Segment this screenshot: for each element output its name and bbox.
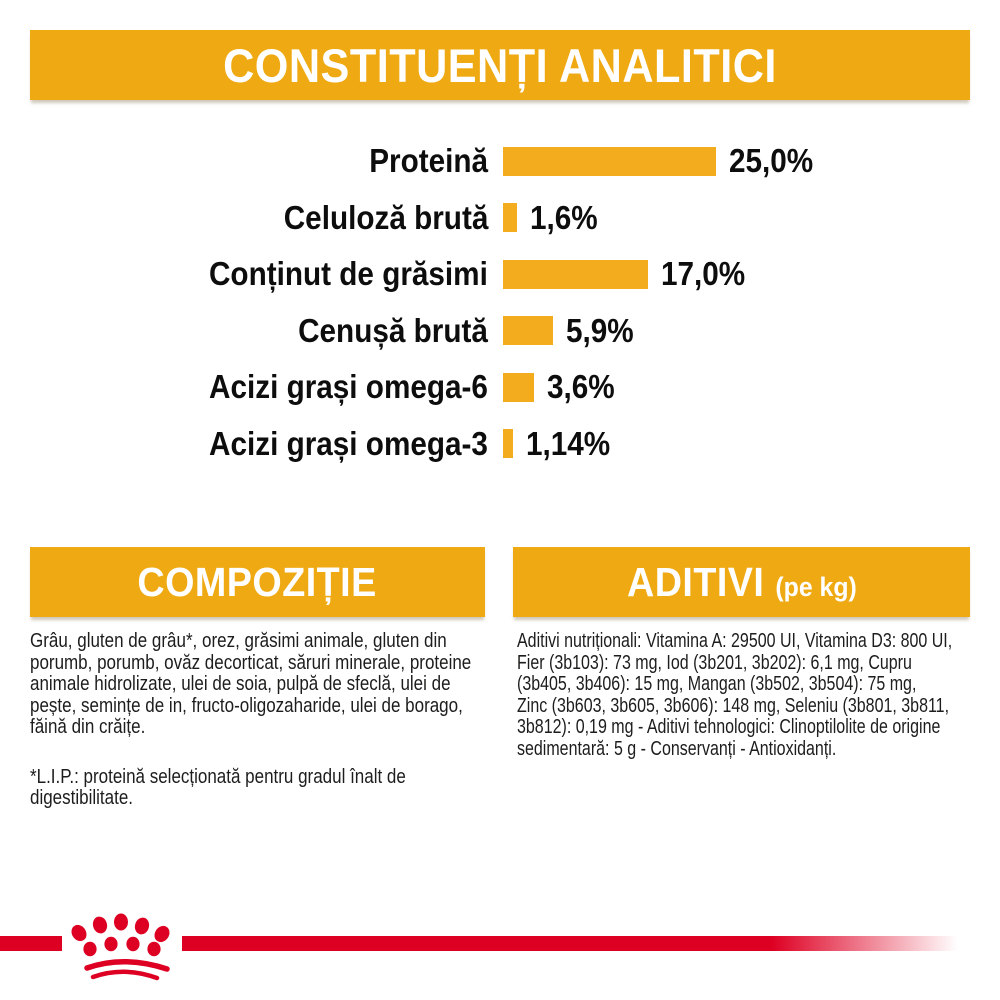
chart-category-label: Proteină	[369, 142, 488, 180]
chart-bar	[503, 259, 648, 289]
chart-bar	[503, 429, 513, 459]
additives-line: sedimentară: 5 g - Conservanți - Antioxi…	[517, 737, 837, 760]
composition-banner: COMPOZIȚIE	[30, 547, 485, 617]
additives-line: Fier (3b103): 73 mg, Iod (3b201, 3b202):…	[517, 651, 912, 674]
royal-canin-crown-icon	[71, 913, 170, 981]
chart-row: Proteină 25,0%	[0, 133, 1000, 190]
composition-line: făină din crăițe.	[30, 716, 146, 738]
composition-line: Grâu, gluten de grâu*, orez, grăsimi ani…	[30, 630, 447, 652]
chart-row: Acizi grași omega-6 3,6%	[0, 359, 1000, 416]
additives-text: Aditivi nutriționali: Vitamina A: 29500 …	[517, 630, 987, 760]
chart-row: Celuloză brută 1,6%	[0, 190, 1000, 247]
chart-category-label: Cenușă brută	[298, 311, 488, 349]
analytical-constituents-banner: CONSTITUENȚI ANALITICI	[30, 30, 970, 100]
analytical-constituents-title: CONSTITUENȚI ANALITICI	[223, 38, 777, 92]
additives-line: (3b405, 3b406): 15 mg, Mangan (3b502, 3b…	[517, 673, 917, 695]
analytical-constituents-chart: Proteină 25,0% Celuloză brută 1,6% Conținut …	[0, 133, 1000, 472]
additives-title-suffix: (pe kg)	[774, 571, 857, 602]
chart-bar	[503, 372, 534, 402]
chart-category-label: Acizi grași omega-6	[209, 368, 488, 406]
chart-bar	[503, 316, 554, 346]
additives-line: Zinc (3b603, 3b605, 3b606): 148 mg, Sele…	[517, 694, 950, 717]
lip-footnote-line: *L.I.P.: proteină selecționată pentru gr…	[30, 765, 406, 788]
composition-line: porumb, porumb, ovăz decorticat, săruri …	[30, 651, 472, 674]
additives-line: 3b812): 0,19 mg - Aditivi tehnologici: C…	[517, 716, 941, 738]
composition-line: animale hidrolizate, ulei de soia, pulpă…	[30, 673, 451, 695]
composition-line: pește, semințe de in, fructo-oligozahari…	[30, 694, 463, 717]
footer-stripe-right	[182, 936, 958, 951]
additives-line: Aditivi nutriționali: Vitamina A: 29500 …	[517, 630, 953, 652]
footer-stripe-left	[0, 936, 62, 951]
chart-bar	[503, 146, 716, 176]
chart-category-label: Acizi grași omega-3	[209, 424, 488, 462]
additives-title: ADITIVI	[626, 558, 764, 605]
chart-row: Cenușă brută 5,9%	[0, 303, 1000, 360]
chart-row: Conținut de grăsimi 17,0%	[0, 246, 1000, 303]
additives-banner: ADITIVI (pe kg)	[513, 547, 970, 617]
lip-footnote-line: digestibilitate.	[30, 787, 134, 809]
chart-value-label: 1,6%	[529, 198, 598, 236]
chart-value-label: 5,9%	[566, 311, 634, 349]
chart-category-label: Conținut de grăsimi	[209, 255, 488, 293]
chart-value-label: 1,14%	[525, 424, 610, 462]
chart-bar	[503, 203, 517, 233]
composition-text: Grâu, gluten de grâu*, orez, grăsimi ani…	[30, 630, 500, 810]
chart-category-label: Celuloză brută	[283, 198, 488, 236]
chart-value-label: 3,6%	[546, 368, 615, 406]
composition-title: COMPOZIȚIE	[137, 558, 378, 605]
chart-value-label: 17,0%	[660, 255, 745, 293]
chart-value-label: 25,0%	[728, 142, 813, 180]
chart-row: Acizi grași omega-3 1,14%	[0, 416, 1000, 473]
